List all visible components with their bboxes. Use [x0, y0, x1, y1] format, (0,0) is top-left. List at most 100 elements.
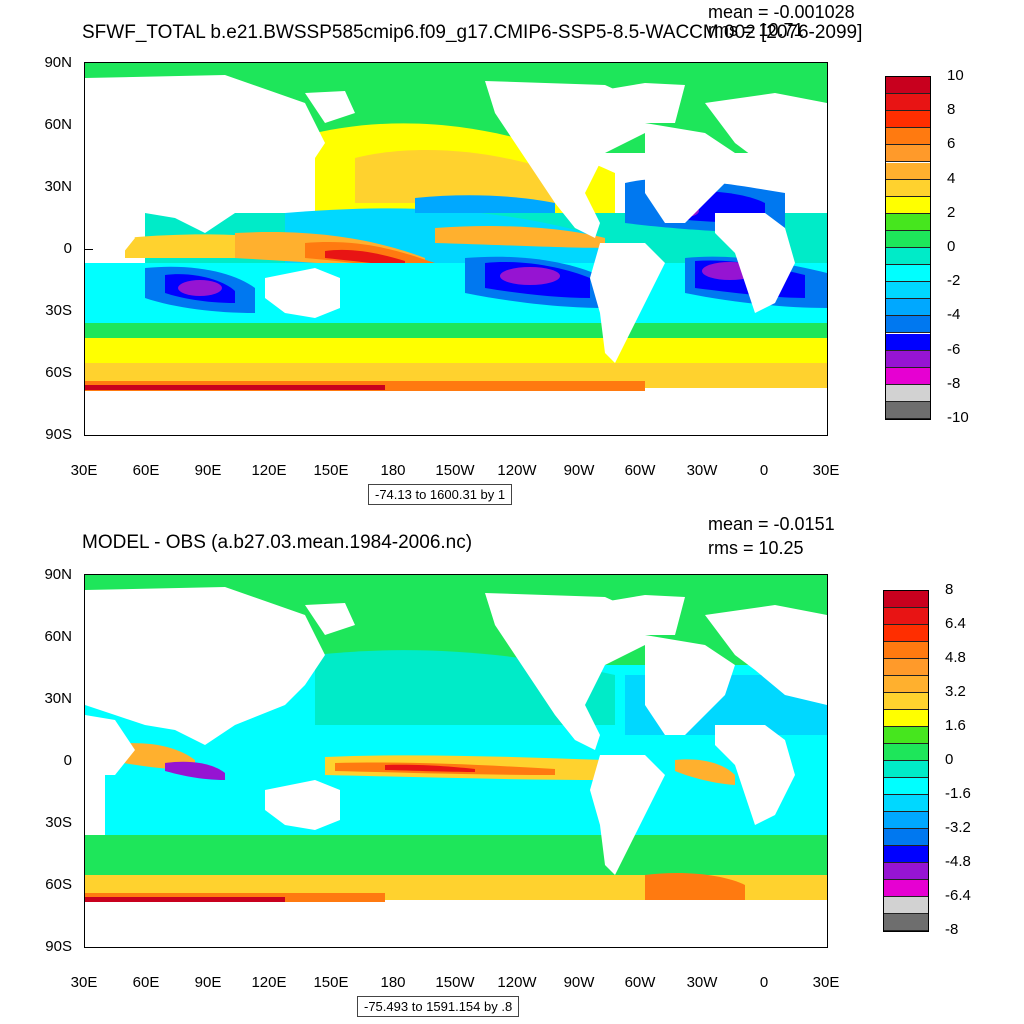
colorbar-swatch — [884, 727, 928, 744]
colorbar-swatch — [884, 795, 928, 812]
contour-range-note: -74.13 to 1600.31 by 1 — [368, 484, 513, 505]
lon-label: 0 — [759, 974, 769, 991]
colorbar-label: 2 — [947, 203, 956, 221]
colorbar-swatch — [886, 128, 930, 146]
lat-label: 30S — [45, 814, 72, 831]
colorbar-label: -6.4 — [945, 887, 971, 904]
colorbar-swatch — [884, 914, 928, 931]
colorbar-label: 6 — [947, 135, 956, 153]
colorbar-swatch — [884, 897, 928, 914]
lon-label: 90E — [194, 974, 222, 991]
colorbar-swatch — [886, 367, 930, 385]
ocean-map — [84, 574, 828, 948]
colorbar-label: -4 — [947, 306, 961, 324]
colorbar-swatch — [886, 77, 930, 95]
lon-label: 60W — [624, 462, 656, 479]
colorbar-swatch — [886, 145, 930, 163]
lon-label: 90E — [194, 462, 222, 479]
colorbar-label: 10 — [947, 67, 964, 84]
panel-top: SFWF_TOTAL b.e21.BWSSP585cmip6.f09_g17.C… — [0, 0, 1024, 510]
colorbar-swatch — [884, 880, 928, 897]
colorbar-swatch — [886, 350, 930, 368]
colorbar-label: -4.8 — [945, 853, 971, 870]
lon-label: 120W — [497, 974, 537, 991]
panel-title: SFWF_TOTAL b.e21.BWSSP585cmip6.f09_g17.C… — [82, 22, 863, 43]
lat-label: 90N — [44, 54, 72, 71]
colorbar-swatch — [884, 676, 928, 693]
lon-label: 30E — [70, 462, 98, 479]
map-field — [85, 575, 827, 947]
colorbar-label: 0 — [947, 238, 956, 255]
colorbar-swatch — [884, 642, 928, 659]
lon-label: 60W — [624, 974, 656, 991]
lon-label: 30E — [812, 462, 840, 479]
colorbar-swatch — [886, 333, 930, 351]
colorbar-swatch — [884, 744, 928, 761]
panel-title: MODEL - OBS (a.b27.03.mean.1984-2006.nc) — [82, 532, 473, 553]
colorbar-swatch — [884, 778, 928, 795]
colorbar — [885, 76, 931, 420]
colorbar-swatch — [886, 94, 930, 112]
lat-label: 60N — [44, 116, 72, 133]
colorbar-label: -2 — [947, 272, 961, 290]
colorbar-swatch — [884, 863, 928, 880]
lon-label: 150W — [435, 462, 475, 479]
lon-label: 60E — [132, 462, 160, 479]
colorbar-swatch — [886, 316, 930, 334]
colorbar-label: 4 — [947, 169, 956, 187]
colorbar-label: 3.2 — [945, 683, 966, 700]
lon-label: 120W — [497, 462, 537, 479]
lat-label: 90N — [44, 566, 72, 583]
lat-label: 90S — [45, 938, 72, 955]
lon-label: 90W — [563, 974, 595, 991]
lon-label: 150W — [435, 974, 475, 991]
lat-label: 30S — [45, 302, 72, 319]
colorbar-label: 0 — [945, 751, 954, 768]
lon-label: 120E — [251, 462, 287, 479]
colorbar-swatch — [886, 196, 930, 214]
colorbar-label: -8 — [945, 921, 959, 938]
lat-label: 60N — [44, 628, 72, 645]
colorbar-label: -6 — [947, 340, 961, 358]
mean-value: mean = -0.0151 — [708, 514, 835, 534]
contour-range-note: -75.493 to 1591.154 by .8 — [357, 996, 520, 1017]
colorbar-swatch — [886, 162, 930, 180]
lat-label: 60S — [45, 364, 72, 381]
colorbar-label: 6.4 — [945, 615, 966, 632]
lon-label: 150E — [313, 974, 349, 991]
map-field — [85, 63, 827, 435]
colorbar-swatch — [886, 111, 930, 129]
colorbar-swatch — [886, 299, 930, 317]
colorbar-swatch — [884, 829, 928, 846]
lon-label: 30E — [70, 974, 98, 991]
ocean-map — [84, 62, 828, 436]
colorbar-swatch — [884, 710, 928, 727]
colorbar-swatch — [886, 265, 930, 283]
lon-label: 150E — [313, 462, 349, 479]
lat-label: 30N — [44, 690, 72, 707]
lon-label: 60E — [132, 974, 160, 991]
colorbar-swatch — [884, 659, 928, 676]
rms-value: rms = 10.25 — [708, 538, 804, 558]
lat-label: 0 — [63, 752, 72, 769]
lon-label: 180 — [380, 974, 406, 991]
lon-label: 120E — [251, 974, 287, 991]
colorbar — [883, 590, 929, 932]
colorbar-swatch — [886, 179, 930, 197]
lon-label: 0 — [759, 462, 769, 479]
equator-tick — [85, 249, 93, 250]
rms-value: rms = 10.71 — [708, 20, 804, 40]
lon-label: 90W — [563, 462, 595, 479]
colorbar-label: 4.8 — [945, 649, 966, 666]
colorbar-label: -8 — [947, 374, 961, 392]
lat-label: 0 — [63, 240, 72, 257]
colorbar-label: 1.6 — [945, 717, 966, 734]
colorbar-swatch — [886, 401, 930, 419]
colorbar-swatch — [886, 248, 930, 266]
colorbar-label: -1.6 — [945, 785, 971, 802]
colorbar-swatch — [884, 846, 928, 863]
colorbar-swatch — [884, 591, 928, 608]
colorbar-swatch — [884, 693, 928, 710]
lon-label: 30W — [686, 974, 718, 991]
colorbar-label: 8 — [947, 101, 956, 119]
